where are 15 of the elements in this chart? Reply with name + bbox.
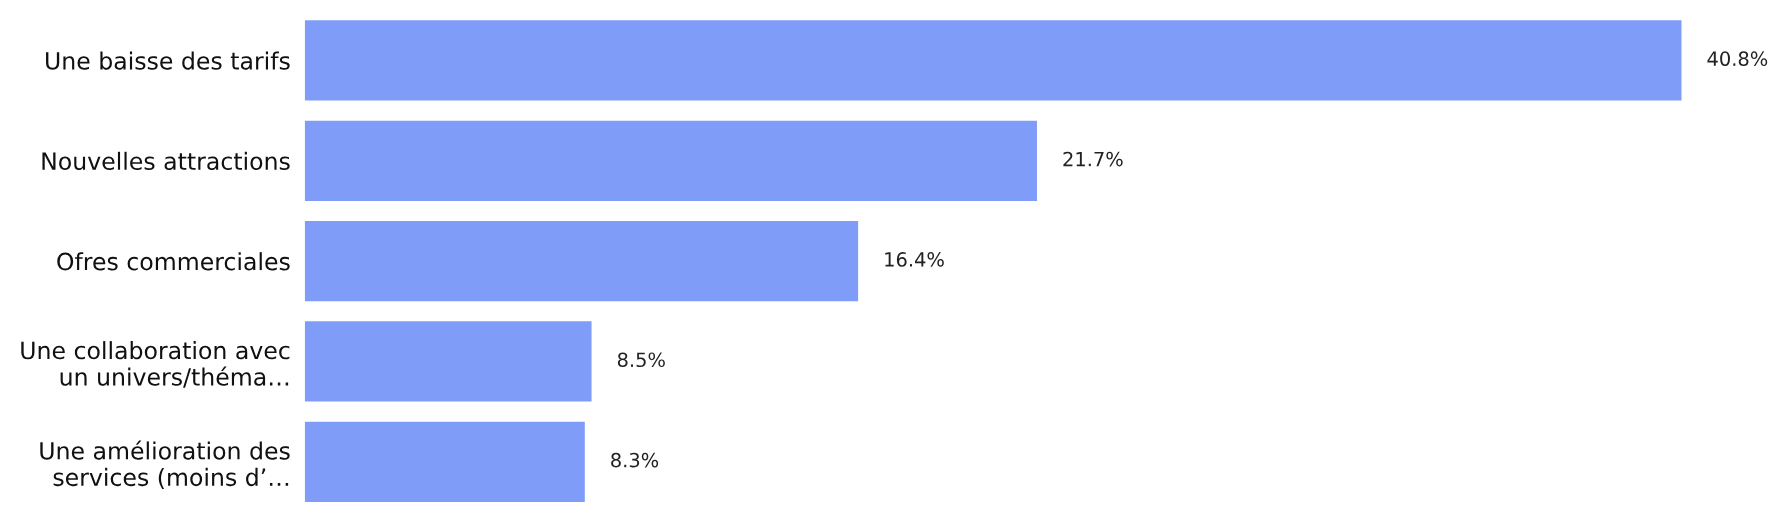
y-tick-label: Une baisse des tarifs: [46, 51, 290, 70]
bar: [304, 120, 1037, 201]
data-label: 8.5%: [617, 352, 665, 368]
bar: [304, 20, 1682, 101]
y-tick-label: Une amélioration des services (moins d’…: [40, 440, 290, 489]
y-tick-label: Une collaboration avec un univers/théma…: [21, 341, 290, 388]
data-label: 21.7%: [1063, 151, 1123, 167]
y-tick-label: Nouvelles attractions: [42, 151, 290, 171]
bar: [304, 421, 585, 502]
data-label: 40.8%: [1707, 51, 1768, 67]
bar: [304, 321, 592, 402]
data-label: 16.4%: [885, 252, 944, 267]
bar: [304, 220, 859, 302]
data-label: 8.3%: [611, 452, 659, 468]
y-tick-label: Ofres commerciales: [57, 252, 290, 271]
